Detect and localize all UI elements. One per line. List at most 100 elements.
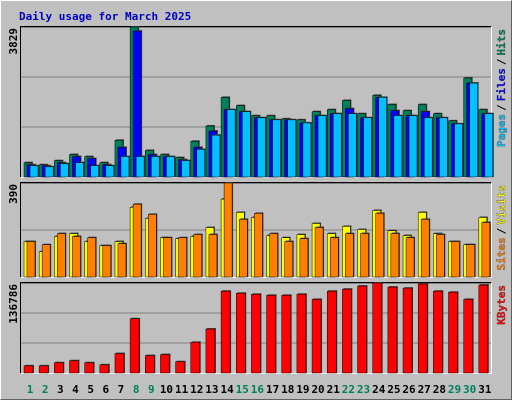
x-tick-label: 18 bbox=[281, 383, 294, 396]
bar bbox=[54, 362, 64, 374]
bar bbox=[145, 355, 155, 374]
x-tick-label: 9 bbox=[148, 383, 155, 396]
bar bbox=[272, 119, 281, 178]
bar bbox=[60, 163, 69, 178]
x-tick-label: 17 bbox=[266, 383, 279, 396]
bar bbox=[299, 238, 309, 278]
bar bbox=[466, 244, 475, 278]
bar bbox=[448, 291, 458, 374]
legend-entry: Sites bbox=[495, 237, 508, 270]
bar bbox=[296, 294, 307, 374]
bar bbox=[38, 365, 49, 374]
bar bbox=[390, 233, 400, 278]
x-tick-label: 22 bbox=[342, 383, 355, 396]
x-tick-label: 12 bbox=[190, 383, 203, 396]
bar bbox=[408, 115, 418, 178]
bar bbox=[251, 294, 261, 374]
x-tick-label: 8 bbox=[133, 383, 140, 396]
legend-separator: / bbox=[495, 104, 508, 111]
bar bbox=[269, 233, 278, 278]
bar bbox=[151, 156, 160, 178]
panel-border-light bbox=[20, 26, 492, 178]
bar bbox=[132, 203, 142, 278]
bar bbox=[44, 166, 54, 178]
bar bbox=[99, 364, 110, 374]
bar bbox=[242, 111, 251, 178]
bar bbox=[311, 299, 322, 374]
legend-entry: Visits bbox=[495, 185, 508, 225]
legend-entry: Pages bbox=[495, 114, 508, 147]
y-tick-label: 390 bbox=[7, 184, 20, 204]
bar bbox=[208, 234, 218, 278]
bar bbox=[236, 292, 246, 374]
bar bbox=[433, 290, 443, 374]
bar bbox=[75, 162, 84, 178]
x-tick-label: 28 bbox=[433, 383, 446, 396]
bar bbox=[332, 113, 342, 178]
bar bbox=[105, 165, 115, 178]
x-tick-label: 16 bbox=[251, 383, 265, 396]
bar bbox=[29, 165, 39, 178]
bar bbox=[87, 237, 96, 278]
bar bbox=[326, 290, 337, 374]
bar bbox=[135, 156, 145, 178]
x-tick-label: 14 bbox=[220, 383, 234, 396]
bar bbox=[190, 342, 201, 374]
bar bbox=[417, 283, 428, 374]
bar bbox=[23, 365, 34, 374]
panel-border-dark bbox=[20, 26, 492, 178]
bar bbox=[163, 237, 172, 278]
x-tick-label: 5 bbox=[87, 383, 94, 396]
bar bbox=[405, 237, 415, 278]
bar bbox=[342, 288, 352, 374]
bar bbox=[454, 123, 463, 178]
chart-title: Daily usage for March 2025 bbox=[19, 10, 191, 23]
x-tick-label: 24 bbox=[372, 383, 386, 396]
bar bbox=[345, 233, 354, 278]
bar bbox=[423, 117, 433, 178]
bar bbox=[226, 109, 236, 178]
bar bbox=[302, 122, 312, 178]
legend: KBytes bbox=[495, 285, 508, 325]
bar bbox=[363, 117, 372, 178]
x-tick-label: 19 bbox=[296, 383, 309, 396]
bar bbox=[329, 237, 339, 278]
bar bbox=[57, 233, 66, 278]
bar bbox=[436, 234, 445, 278]
bar bbox=[114, 353, 125, 374]
x-tick-label: 30 bbox=[463, 383, 476, 396]
bar bbox=[393, 115, 403, 178]
bar bbox=[160, 354, 170, 374]
bar bbox=[387, 286, 398, 374]
legend: Pages / Files / Hits bbox=[495, 29, 508, 147]
bar bbox=[120, 156, 130, 178]
x-tick-label: 25 bbox=[387, 383, 400, 396]
bar bbox=[284, 241, 293, 278]
x-tick-label: 26 bbox=[402, 383, 416, 396]
bar bbox=[378, 97, 387, 178]
x-tick-label: 15 bbox=[236, 383, 249, 396]
x-tick-label: 20 bbox=[311, 383, 324, 396]
bar bbox=[257, 117, 266, 178]
bar bbox=[372, 282, 382, 374]
bar bbox=[463, 299, 473, 374]
bar bbox=[375, 213, 384, 278]
bar bbox=[196, 149, 206, 178]
bar bbox=[481, 222, 491, 278]
x-tick-label: 31 bbox=[478, 383, 492, 396]
bar bbox=[220, 290, 231, 374]
bar bbox=[26, 241, 36, 278]
panel-border-dark bbox=[20, 182, 492, 278]
bar bbox=[175, 361, 185, 374]
bar bbox=[178, 237, 187, 278]
legend-entry: Hits bbox=[495, 29, 508, 56]
bar bbox=[402, 287, 413, 374]
y-tick-label: 3829 bbox=[7, 28, 20, 55]
bar bbox=[148, 214, 157, 278]
x-tick-label: 1 bbox=[27, 383, 34, 396]
bar bbox=[254, 213, 263, 278]
bar bbox=[69, 360, 79, 374]
